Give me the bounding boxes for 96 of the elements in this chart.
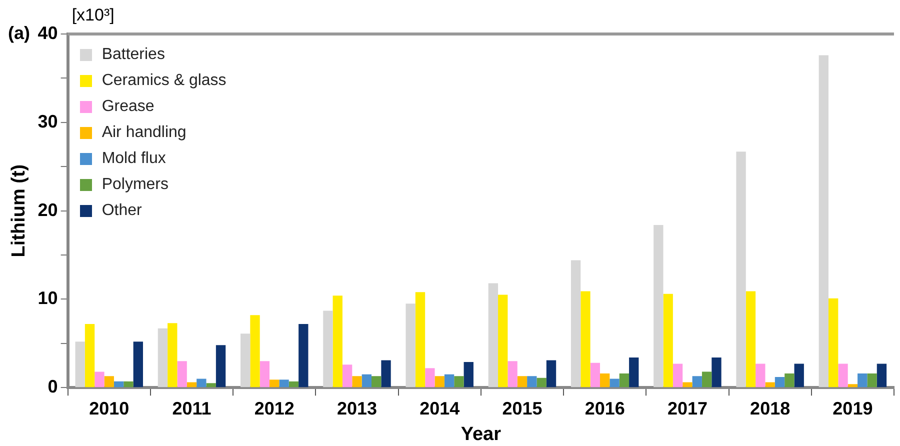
legend-label: Grease [102,97,154,117]
bar [517,376,528,388]
bar [406,304,416,388]
bar [663,294,673,388]
bar [546,360,556,388]
legend-label: Other [102,201,142,221]
bar [352,376,362,388]
bar [332,296,342,388]
y-tick-label: 0 [48,376,58,397]
bar [765,382,775,388]
x-tick-label: 2019 [832,398,873,418]
y-tick-label: 40 [38,22,58,43]
bar [158,328,168,388]
x-tick-label: 2016 [584,398,625,418]
legend-label: Mold flux [102,149,166,169]
bar [600,373,610,388]
bar [580,291,590,388]
x-axis-title: Year [460,424,502,445]
bar [288,381,299,388]
bar [186,382,197,388]
bar [794,364,804,388]
bar [654,224,664,388]
bar [114,381,124,388]
bar [774,376,785,388]
bar [250,315,260,388]
bar [508,361,518,388]
bar [279,380,289,388]
bar [177,361,187,388]
bar [876,364,887,388]
bar [104,376,114,388]
bar [206,383,216,388]
y-tick-label: 20 [38,200,58,220]
y-axis-title: Lithium (t) [8,164,30,258]
bar [527,376,537,388]
bar [848,384,858,388]
bar [590,362,600,388]
x-tick-label: 2013 [336,398,378,418]
bar [702,372,712,388]
bar [444,374,454,388]
text: [x10³] [72,6,114,25]
bar [216,345,226,388]
x-tick-label: 2018 [750,398,790,418]
bar [342,364,352,388]
x-tick-label: 2011 [172,398,212,418]
bar [867,373,877,388]
bar [84,324,95,388]
bar [498,294,508,388]
bar [372,376,382,388]
y-tick-label: 10 [38,288,58,308]
legend-label: Air handling [102,123,186,143]
bar [434,376,444,388]
bar [570,260,581,388]
bar [682,382,692,388]
bar [828,298,838,388]
bar [124,381,134,388]
bar [838,364,848,388]
bar [240,334,250,388]
bar [415,292,426,388]
bar [260,361,270,388]
legend-label: Ceramics & glass [102,71,226,91]
bar [619,373,630,388]
bar [196,378,206,388]
x-tick-label: 2017 [667,398,708,418]
bar [746,291,756,388]
y-tick-label: 30 [38,111,58,132]
bar [672,364,683,388]
bar [756,364,766,388]
bar [858,373,868,388]
bar [425,368,435,388]
x-tick-label: 2012 [254,398,294,418]
x-tick-label: 2015 [502,398,542,418]
bar [298,324,308,388]
bar [610,378,620,388]
bar [488,283,498,388]
bar [784,373,794,388]
bar [168,323,178,388]
bar [133,342,144,388]
bar [692,376,702,388]
x-tick-label: 2014 [420,398,460,418]
bar [536,378,546,388]
bar [736,152,746,388]
bar [323,310,333,388]
bar [818,55,828,388]
bar [270,380,280,388]
bar [629,358,639,388]
bar [454,376,464,388]
x-tick-label: 2010 [89,398,130,418]
bar [75,342,85,388]
bar [712,358,722,388]
bar [94,372,104,388]
legend-label: Polymers [102,175,168,195]
text: (a) [8,22,30,43]
legend-label: Batteries [102,45,165,65]
bar [464,362,474,388]
bar [362,374,372,388]
bar [381,360,391,388]
